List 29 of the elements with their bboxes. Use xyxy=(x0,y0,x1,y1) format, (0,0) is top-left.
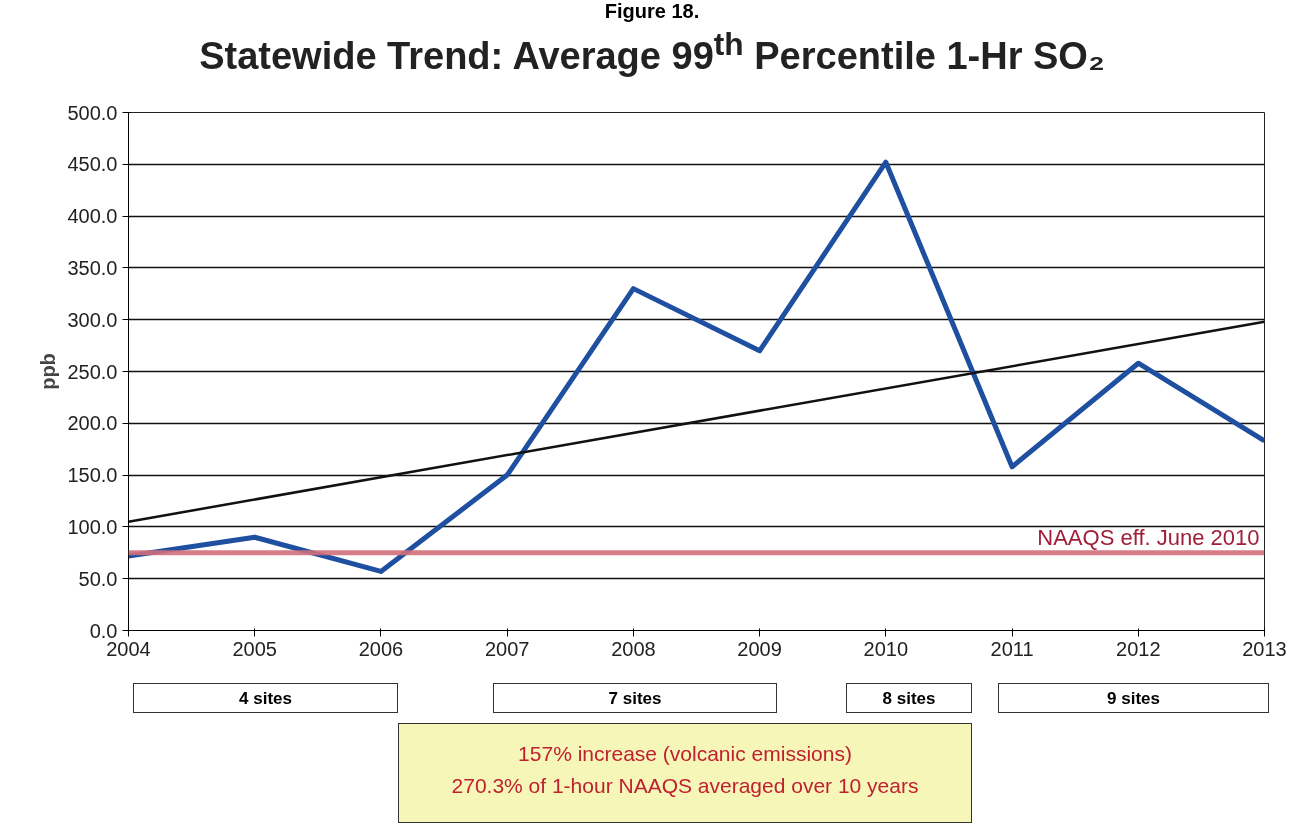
x-tick-label: 2013 xyxy=(1242,637,1287,660)
y-axis-title: ppb xyxy=(37,353,60,390)
ref-line-label: NAAQS eff. June 2010 xyxy=(1037,524,1260,550)
y-tick-label: 200.0 xyxy=(67,412,118,435)
y-tick-label: 250.0 xyxy=(67,360,118,383)
y-tick-label: 100.0 xyxy=(67,515,118,538)
caption: Figure 18. xyxy=(603,0,701,24)
text: 270.3% of 1-hour NAAQS averaged over 10 years xyxy=(451,774,919,797)
text: 7 sites xyxy=(493,683,777,713)
x-tick-label: 2007 xyxy=(484,637,530,660)
y-tick-label: 150.0 xyxy=(67,464,118,487)
y-tick-label: 450.0 xyxy=(67,153,118,176)
text: 157% increase (volcanic emissions) xyxy=(518,742,852,765)
text: 4 sites xyxy=(133,683,398,713)
text: 8 sites xyxy=(846,683,972,713)
y-tick-label: 350.0 xyxy=(67,256,118,279)
text: 9 sites xyxy=(998,683,1269,713)
y-tick-label: 50.0 xyxy=(78,567,118,590)
x-tick-label: 2011 xyxy=(990,637,1034,660)
y-tick-label: 400.0 xyxy=(67,205,118,228)
x-tick-label: 2010 xyxy=(863,637,909,660)
x-tick-label: 2012 xyxy=(1116,637,1161,660)
x-tick-label: 2008 xyxy=(611,637,656,660)
x-tick-label: 2009 xyxy=(737,637,782,660)
x-tick-label: 2005 xyxy=(232,637,277,660)
x-tick-label: 2006 xyxy=(358,637,404,660)
chart-title: Statewide Trend: Average 99$^{th}$ Percentile 1-Hr SO₂ xyxy=(198,26,1106,78)
y-tick-label: 300.0 xyxy=(67,308,118,331)
y-tick-label: 500.0 xyxy=(67,101,118,124)
